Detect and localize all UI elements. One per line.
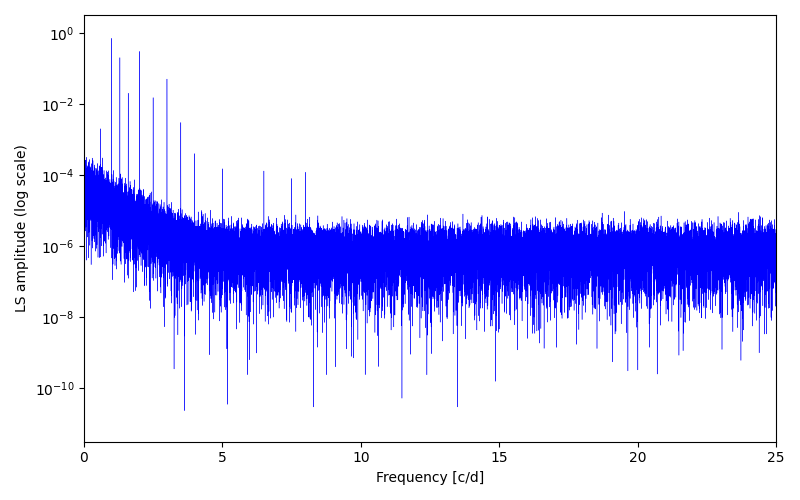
Y-axis label: LS amplitude (log scale): LS amplitude (log scale) [15, 144, 29, 312]
X-axis label: Frequency [c/d]: Frequency [c/d] [376, 471, 484, 485]
